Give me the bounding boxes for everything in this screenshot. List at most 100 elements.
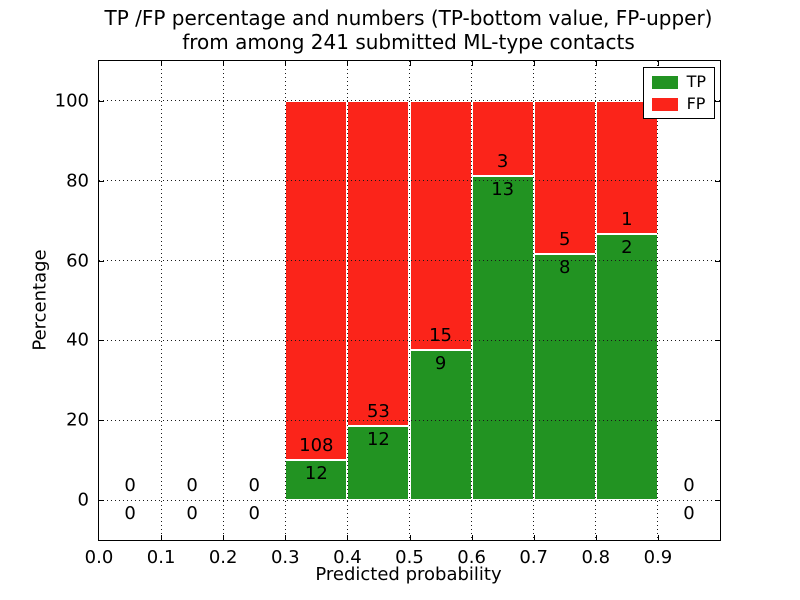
tp-count-label: 0 bbox=[186, 503, 198, 525]
x-tick bbox=[223, 535, 225, 540]
fp-bar-segment bbox=[595, 100, 658, 234]
y-tick bbox=[99, 180, 104, 182]
chart-title-line1: TP /FP percentage and numbers (TP-bottom… bbox=[104, 6, 713, 30]
y-tick bbox=[99, 260, 104, 262]
fp-count-label: 0 bbox=[186, 475, 198, 497]
tp-bar-segment bbox=[409, 350, 472, 501]
x-tick bbox=[161, 535, 163, 540]
y-tick-label: 0 bbox=[77, 489, 89, 511]
fp-bar-segment bbox=[533, 100, 596, 255]
fp-bar-segment bbox=[285, 100, 348, 461]
x-tick-top bbox=[161, 61, 163, 66]
tp-count-label: 8 bbox=[559, 257, 571, 279]
tp-count-label: 2 bbox=[621, 236, 633, 258]
x-grid-line bbox=[284, 61, 286, 540]
fp-count-label: 5 bbox=[559, 229, 571, 251]
fp-bar-segment bbox=[471, 100, 534, 176]
y-tick bbox=[99, 100, 104, 102]
x-grid-line bbox=[657, 61, 659, 540]
chart-title-line2: from among 241 submitted ML-type contact… bbox=[182, 30, 635, 54]
x-tick-top bbox=[347, 61, 349, 66]
x-tick bbox=[533, 535, 535, 540]
fp-count-label: 0 bbox=[248, 475, 260, 497]
tp-bar-segment bbox=[595, 233, 658, 501]
x-tick-label: 0.0 bbox=[84, 547, 114, 568]
y-tick-label: 100 bbox=[54, 90, 89, 112]
x-tick-label: 0.2 bbox=[208, 547, 238, 568]
y-tick-right bbox=[715, 260, 720, 262]
legend-label-fp: FP bbox=[686, 94, 706, 113]
plot-area: TP FP 0 0 0 0 0 0 108 12 53 12 15 9 3 13 5 8 1 2 0 0 0.0 0.1 0.… bbox=[55, 60, 721, 568]
x-tick-top bbox=[657, 61, 659, 66]
x-tick bbox=[409, 535, 411, 540]
fp-count-label: 0 bbox=[683, 475, 695, 497]
tp-count-label: 0 bbox=[124, 503, 136, 525]
tp-count-label: 0 bbox=[248, 503, 260, 525]
x-axis-label: Predicted probability bbox=[315, 564, 502, 585]
y-tick-label: 80 bbox=[66, 170, 89, 192]
y-tick bbox=[99, 340, 104, 342]
x-tick bbox=[347, 535, 349, 540]
x-tick bbox=[595, 535, 597, 540]
legend-swatch-fp bbox=[651, 97, 678, 111]
x-grid-line bbox=[533, 61, 535, 540]
fp-count-label: 3 bbox=[496, 150, 509, 172]
x-tick-label: 0.1 bbox=[146, 547, 176, 568]
x-grid-line bbox=[595, 61, 597, 540]
x-tick bbox=[285, 535, 287, 540]
x-tick bbox=[657, 535, 659, 540]
x-tick-label: 0.5 bbox=[395, 547, 424, 568]
fp-bar-segment bbox=[347, 100, 410, 427]
x-grid-line bbox=[160, 61, 162, 540]
y-tick-right bbox=[715, 420, 720, 422]
tp-bar-segment bbox=[533, 254, 596, 501]
x-grid-line bbox=[222, 61, 224, 540]
x-tick-label: 0.8 bbox=[581, 547, 611, 568]
legend-entry-tp: TP bbox=[651, 72, 706, 91]
x-grid-line bbox=[346, 61, 348, 540]
x-tick bbox=[471, 535, 473, 540]
legend-label-tp: TP bbox=[686, 72, 706, 91]
fp-count-label: 108 bbox=[299, 435, 334, 457]
x-tick-label: 0.7 bbox=[519, 547, 548, 568]
tp-count-label: 12 bbox=[304, 463, 328, 485]
tp-count-label: 0 bbox=[683, 503, 695, 525]
y-tick-right bbox=[715, 500, 720, 502]
tp-bar-segment bbox=[285, 460, 348, 501]
tp-bar-segment bbox=[347, 426, 410, 501]
x-tick-top bbox=[471, 61, 473, 66]
y-tick-right bbox=[715, 100, 720, 102]
legend-swatch-tp bbox=[651, 75, 678, 89]
x-tick-top bbox=[223, 61, 225, 66]
fp-count-label: 53 bbox=[366, 401, 390, 423]
x-tick-top bbox=[595, 61, 597, 66]
legend: TP FP bbox=[642, 67, 715, 119]
fp-count-label: 15 bbox=[429, 325, 452, 347]
x-tick-label: 0.4 bbox=[333, 547, 362, 568]
x-tick-label: 0.3 bbox=[270, 547, 300, 568]
y-tick bbox=[99, 420, 104, 422]
chart-title: TP /FP percentage and numbers (TP-bottom… bbox=[98, 6, 719, 54]
x-tick-top bbox=[409, 61, 411, 66]
y-tick-label: 40 bbox=[66, 329, 89, 351]
fp-bar-segment bbox=[409, 100, 472, 351]
x-tick-top bbox=[285, 61, 287, 66]
legend-entry-fp: FP bbox=[651, 94, 706, 113]
tp-bar-segment bbox=[471, 175, 534, 501]
y-tick-label: 20 bbox=[66, 409, 89, 431]
tp-count-label: 12 bbox=[366, 429, 390, 451]
tp-count-label: 13 bbox=[491, 178, 515, 200]
x-tick-top bbox=[533, 61, 535, 66]
y-tick-label: 60 bbox=[66, 250, 89, 272]
x-tick-label: 0.6 bbox=[457, 547, 486, 568]
fp-count-label: 0 bbox=[124, 475, 136, 497]
x-grid-line bbox=[471, 61, 473, 540]
y-tick bbox=[99, 500, 104, 502]
tp-count-label: 9 bbox=[434, 353, 447, 375]
fp-count-label: 1 bbox=[621, 208, 633, 230]
x-tick-label: 0.9 bbox=[643, 547, 673, 568]
y-tick-right bbox=[715, 180, 720, 182]
y-tick-right bbox=[715, 340, 720, 342]
x-grid-line bbox=[409, 61, 410, 540]
